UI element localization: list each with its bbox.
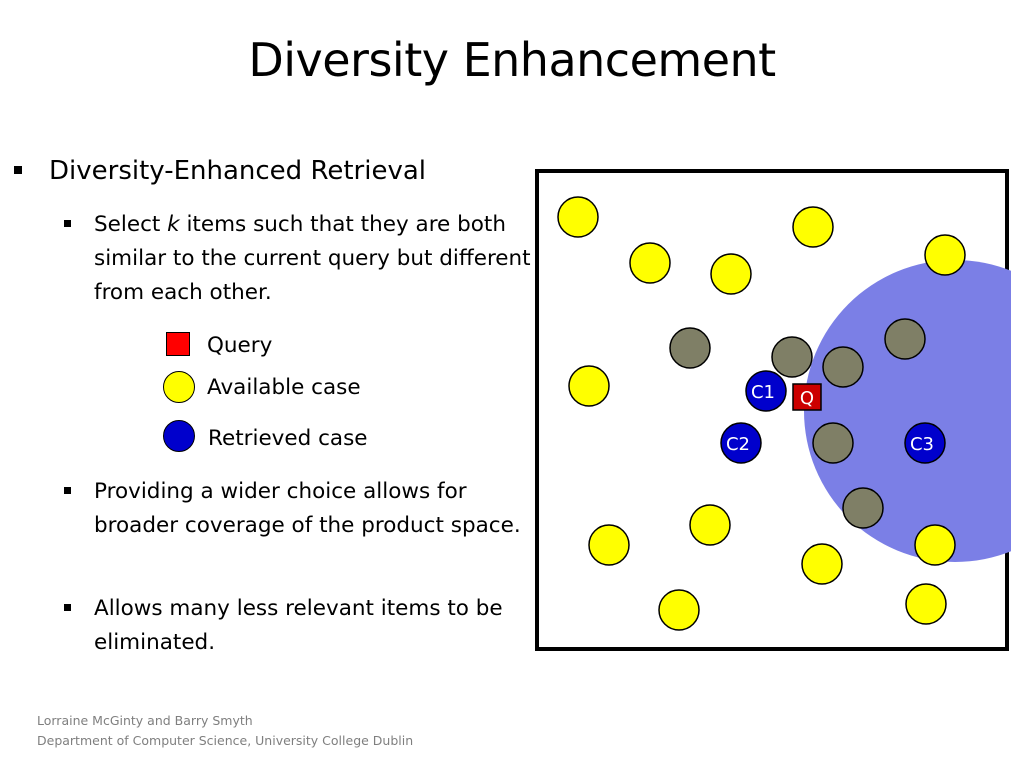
- query-swatch-icon: [166, 332, 190, 356]
- bullet-text: Diversity-Enhanced Retrieval: [49, 156, 426, 186]
- available-case: [658, 589, 700, 631]
- sub-bullet-text: Allows many less relevant items to be el…: [94, 596, 503, 655]
- text-k-italic: k: [167, 212, 180, 237]
- bullet-square-icon: [14, 166, 22, 174]
- available-case: [801, 543, 843, 585]
- covered-case: [771, 336, 813, 378]
- retrieved-case-c3: [904, 422, 946, 464]
- query-square: [792, 383, 822, 411]
- available-case: [905, 583, 947, 625]
- covered-case: [822, 346, 864, 388]
- available-case: [792, 206, 834, 248]
- footer-authors: Lorraine McGinty and Barry Smyth: [37, 713, 253, 728]
- similarity-region: [804, 260, 1011, 562]
- sub-bullet-square-icon: [64, 220, 71, 227]
- sub-bullet-select-k: Select k items such that they are both s…: [64, 208, 534, 310]
- available-case: [629, 242, 671, 284]
- c3-label: C3: [910, 434, 934, 455]
- legend-available-label: Available case: [207, 375, 361, 400]
- legend-query-label: Query: [207, 333, 273, 358]
- retrieved-case-c2: [720, 422, 762, 464]
- diversity-diagram: C1 C2 C3 Q: [535, 169, 1011, 651]
- sub-bullet-square-icon: [64, 487, 71, 494]
- available-case: [588, 524, 630, 566]
- available-case: [924, 234, 966, 276]
- covered-case: [842, 487, 884, 529]
- slide-title: Diversity Enhancement: [248, 33, 776, 87]
- available-case: [557, 196, 599, 238]
- retrieved-case-c1: [745, 370, 787, 412]
- c2-label: C2: [726, 434, 750, 455]
- text-select-rest: items such that they are both similar to…: [94, 212, 531, 305]
- query-label: Q: [800, 388, 814, 409]
- c1-label: C1: [751, 382, 775, 403]
- covered-case: [884, 318, 926, 360]
- retrieved-case-swatch-icon: [163, 420, 195, 452]
- legend-retrieved-label: Retrieved case: [208, 426, 368, 451]
- available-case: [568, 365, 610, 407]
- sub-bullet-text: Providing a wider choice allows for broa…: [94, 479, 521, 538]
- available-case: [689, 504, 731, 546]
- footer: Lorraine McGinty and Barry Smyth Departm…: [37, 711, 413, 751]
- footer-affiliation: Department of Computer Science, Universi…: [37, 733, 414, 748]
- covered-case: [812, 422, 854, 464]
- sub-bullet-text: Select k items such that they are both s…: [94, 208, 534, 310]
- covered-case: [669, 327, 711, 369]
- bullet-diversity-enhanced-retrieval: Diversity-Enhanced Retrieval: [14, 154, 514, 188]
- sub-bullet-square-icon: [64, 604, 71, 611]
- available-case: [914, 524, 956, 566]
- text-select: Select: [94, 212, 168, 237]
- sub-bullet-eliminate: Allows many less relevant items to be el…: [64, 592, 534, 660]
- sub-bullet-wider-choice: Providing a wider choice allows for broa…: [64, 475, 534, 543]
- available-case: [710, 253, 752, 295]
- available-case-swatch-icon: [163, 371, 195, 403]
